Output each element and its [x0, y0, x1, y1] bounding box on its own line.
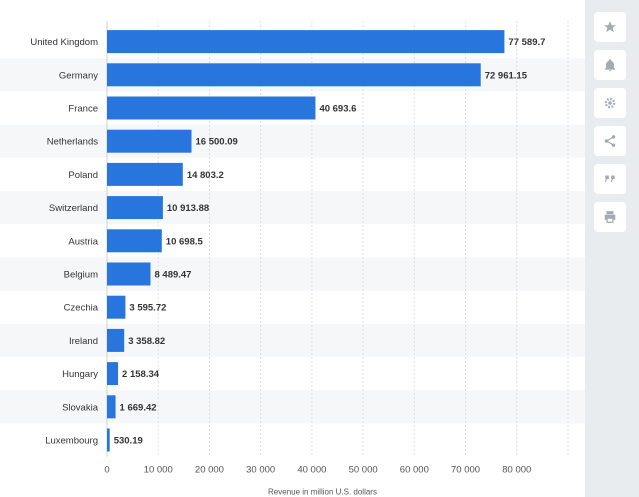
value-label: 40 693.6: [319, 104, 356, 115]
bar: [107, 196, 163, 220]
value-label: 72 961.15: [485, 70, 528, 81]
value-label: 1 669.42: [120, 402, 157, 413]
category-label: Germany: [59, 70, 98, 81]
row-band: [0, 257, 585, 291]
row-bands: [0, 58, 585, 424]
x-tick-label: 80 000: [502, 465, 531, 476]
value-label: 8 489.47: [154, 270, 191, 281]
category-label: France: [68, 104, 98, 115]
value-label: 3 595.72: [129, 303, 166, 314]
bar: [107, 428, 110, 452]
bar: [107, 96, 316, 120]
print-button[interactable]: [594, 202, 626, 232]
value-label: 14 803.2: [187, 170, 224, 181]
star-icon: [604, 21, 616, 33]
category-labels: United Kingdom Germany France Netherlands Po…: [30, 37, 98, 446]
bar: [107, 30, 505, 54]
bar: [107, 395, 116, 419]
cite-button[interactable]: [594, 164, 626, 194]
bar: [107, 362, 119, 386]
x-tick-label: 10 000: [144, 465, 173, 476]
category-label: United Kingdom: [30, 37, 98, 48]
category-label: Czechia: [64, 303, 99, 314]
x-tick-label: 0: [104, 465, 109, 476]
category-label: Ireland: [69, 336, 98, 347]
row-band: [0, 191, 585, 225]
row-band: [0, 323, 585, 357]
share-icon: [604, 135, 616, 147]
x-tick-label: 50 000: [349, 465, 378, 476]
bar: [107, 262, 151, 286]
value-label: 2 158.34: [122, 369, 160, 380]
value-label: 530.19: [114, 436, 143, 447]
bar: [107, 63, 481, 87]
value-label: 16 500.09: [196, 137, 238, 148]
print-icon: [604, 211, 616, 223]
gridlines: [106, 21, 569, 457]
quote-icon: [604, 175, 615, 182]
x-tick-label: 30 000: [246, 465, 275, 476]
value-labels: 77 589.7 72 961.15 40 693.6 16 500.09 14 803…: [114, 37, 546, 446]
bar: [107, 129, 192, 153]
value-label: 10 913.88: [167, 203, 209, 214]
bar: [107, 229, 162, 253]
category-label: Netherlands: [47, 137, 98, 148]
value-label: 77 589.7: [508, 37, 545, 48]
x-tick-label: 40 000: [297, 465, 326, 476]
x-tick-label: 60 000: [400, 465, 429, 476]
favorite-button[interactable]: [594, 12, 626, 42]
value-label: 10 698.5: [166, 236, 204, 247]
bars: [107, 30, 505, 452]
row-band: [0, 390, 585, 424]
bar: [107, 328, 125, 352]
gear-icon: [604, 97, 616, 109]
side-toolbar: [594, 12, 626, 232]
row-band: [0, 124, 585, 158]
category-label: Austria: [68, 236, 98, 247]
share-button[interactable]: [594, 126, 626, 156]
x-tick-label: 70 000: [451, 465, 480, 476]
chart-panel: United Kingdom Germany France Netherlands Po…: [0, 0, 585, 497]
bar: [107, 295, 126, 319]
settings-button[interactable]: [594, 88, 626, 118]
x-tick-labels: 0 10 000 20 000 30 000 40 000 50 000 60 000 70 …: [104, 465, 531, 476]
x-tick-label: 20 000: [195, 465, 224, 476]
bell-icon: [604, 59, 616, 72]
category-label: Poland: [68, 170, 98, 181]
x-axis-title: Revenue in million U.S. dollars: [268, 488, 377, 497]
bar-chart: United Kingdom Germany France Netherlands Po…: [0, 21, 585, 497]
notification-button[interactable]: [594, 50, 626, 80]
category-label: Slovakia: [62, 402, 99, 413]
bar: [107, 162, 183, 186]
category-label: Hungary: [62, 369, 98, 380]
category-label: Belgium: [64, 270, 98, 281]
category-label: Switzerland: [49, 203, 98, 214]
category-label: Luxembourg: [45, 436, 98, 447]
value-label: 3 358.82: [128, 336, 165, 347]
